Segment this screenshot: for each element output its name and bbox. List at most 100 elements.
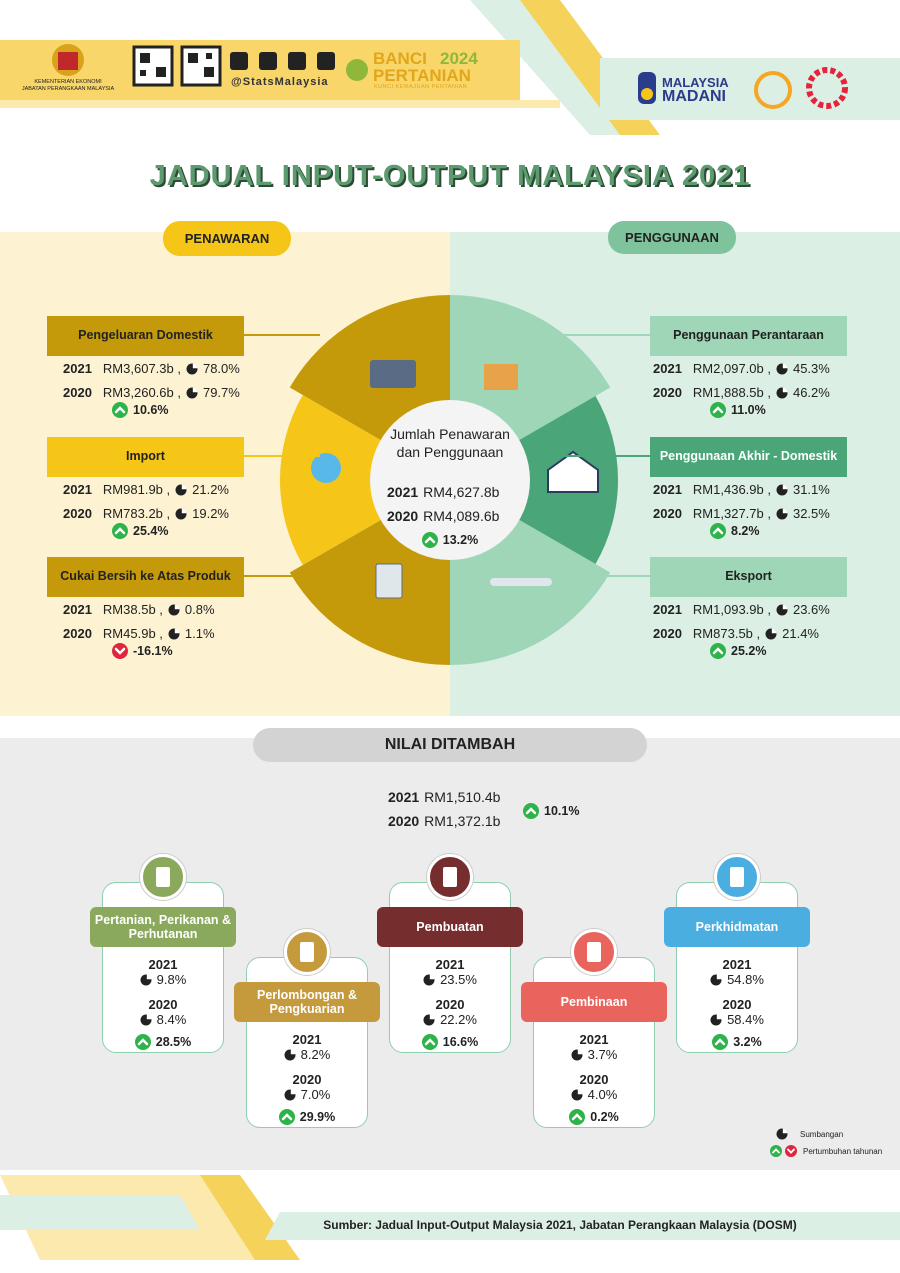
data-row: 2021 RM3,607.3b , 78.0% — [63, 361, 240, 376]
row-share: 23.6% — [792, 602, 830, 617]
item-label: Penggunaan Perantaraan — [650, 316, 847, 356]
growth-disc — [770, 1145, 782, 1157]
banci-year: 2024 — [440, 49, 478, 68]
row-share: 32.5% — [792, 506, 830, 521]
growth-value: 10.1% — [544, 804, 580, 818]
value-added-row: 2021 RM1,510.4b — [388, 789, 500, 805]
value-added-pill — [253, 728, 647, 762]
share-icon — [284, 1088, 296, 1100]
growth-chevron — [137, 1038, 149, 1046]
growth-chevron — [772, 1148, 780, 1154]
row-share: 79.7% — [202, 385, 240, 400]
pie-wedge — [429, 1013, 435, 1019]
data-row: 2021 RM38.5b , 0.8% — [63, 602, 215, 617]
growth-disc — [710, 402, 726, 418]
org-name: KEMENTERIAN EKONOMI — [34, 79, 102, 85]
share-icon — [571, 1048, 583, 1060]
legend-text: Pertumbuhan tahunan — [803, 1146, 883, 1156]
pie-wedge — [174, 627, 180, 633]
row-share: 21.4% — [782, 626, 819, 641]
growth: 28.5% — [63, 1034, 263, 1050]
growth: 13.2% — [350, 532, 550, 548]
row-value: RM1,888.5b , — [692, 385, 771, 400]
row-year: 2020 — [653, 626, 682, 641]
sector-icon — [714, 854, 760, 900]
sector-label: Perlombongan & Pengkuarian — [234, 982, 380, 1022]
growth: 11.0% — [710, 402, 766, 418]
growth-icon — [112, 643, 128, 659]
growth-disc — [710, 643, 726, 659]
sector-year: 2020 — [579, 1072, 609, 1087]
pie-wedge — [577, 1048, 583, 1054]
growth-disc — [278, 1109, 295, 1125]
row-share: 78.0% — [202, 361, 240, 376]
growth-icon — [134, 1034, 151, 1050]
data-row: 2020 RM1,327.7b , 32.5% — [653, 506, 830, 521]
sector-icon — [571, 929, 617, 975]
growth-chevron — [424, 1038, 436, 1046]
madani-word: MADANI — [662, 88, 726, 105]
sector-share: 4.0% — [533, 1087, 655, 1102]
growth-chevron — [114, 406, 126, 414]
growth-disc — [785, 1145, 797, 1157]
legend-text: Sumbangan — [800, 1129, 844, 1139]
share-icon — [710, 1013, 722, 1025]
sector-year: 2020 — [722, 997, 752, 1012]
row-year: 2021 — [653, 602, 682, 617]
row-value: RM1,436.9b , — [692, 482, 771, 497]
row-share: 54.8% — [727, 972, 764, 987]
sector-label: Pertanian, Perikanan & Perhutanan — [90, 907, 236, 947]
growth-chevron — [712, 647, 724, 655]
growth-value: 8.2% — [731, 524, 760, 538]
footer-stripe — [0, 1195, 200, 1230]
growth: -16.1% — [112, 643, 173, 659]
growth-chevron — [572, 1113, 583, 1121]
sector-share: 9.8% — [102, 972, 224, 987]
row-share: 21.2% — [192, 482, 229, 497]
row-share: 46.2% — [792, 385, 830, 400]
sector-year: 2020 — [292, 1072, 322, 1087]
row-value: RM38.5b , — [102, 602, 163, 617]
growth: 25.2% — [710, 643, 766, 659]
pie-wedge — [782, 603, 788, 609]
share-icon — [140, 1013, 152, 1025]
use-heading: PENGGUNAAN — [625, 230, 719, 245]
pie-wedge — [146, 973, 152, 979]
growth-disc — [710, 523, 726, 539]
row-value: RM981.9b , — [102, 482, 171, 497]
data-row: 2020 RM3,260.6b , 79.7% — [63, 385, 240, 400]
data-row: 2020 RM45.9b , 1.1% — [63, 626, 215, 641]
sector-label: Pembinaan — [521, 982, 667, 1022]
growth-value: 3.2% — [733, 1035, 762, 1049]
growth-chevron — [114, 647, 126, 655]
banci-logo — [346, 59, 368, 81]
pie-wedge — [782, 1128, 788, 1134]
row-value: RM4,089.6b — [423, 508, 500, 524]
sector-share: 3.7% — [533, 1047, 655, 1062]
donut-segment — [450, 295, 611, 441]
growth-chevron — [114, 527, 126, 535]
row-year: 2021 — [653, 361, 682, 376]
row-value: RM1,327.7b , — [692, 506, 771, 521]
growth-chevron — [715, 1038, 726, 1046]
growth-chevron — [424, 536, 436, 544]
growth-value: 29.9% — [299, 1110, 336, 1124]
row-value: RM783.2b , — [102, 506, 171, 521]
row-year: 2020 — [63, 385, 92, 400]
donut-segment — [450, 519, 611, 665]
row-share: 8.4% — [156, 1012, 187, 1027]
growth-icon — [710, 523, 726, 539]
row-value: RM4,627.8b — [423, 484, 500, 500]
row-share: 8.2% — [300, 1047, 331, 1062]
sector-year: 2021 — [292, 1032, 322, 1047]
sector-year: 2021 — [722, 957, 752, 972]
supply-pill — [163, 221, 291, 256]
share-icon — [776, 507, 788, 519]
madani-word: MALAYSIA — [662, 75, 729, 90]
pie-wedge — [290, 1048, 296, 1054]
row-value: RM1,372.1b — [424, 813, 501, 829]
item-label: Pengeluaran Domestik — [47, 316, 244, 356]
growth: 25.4% — [112, 523, 168, 539]
row-value: RM2,097.0b , — [692, 361, 771, 376]
sector-icon-glyph — [587, 942, 601, 962]
